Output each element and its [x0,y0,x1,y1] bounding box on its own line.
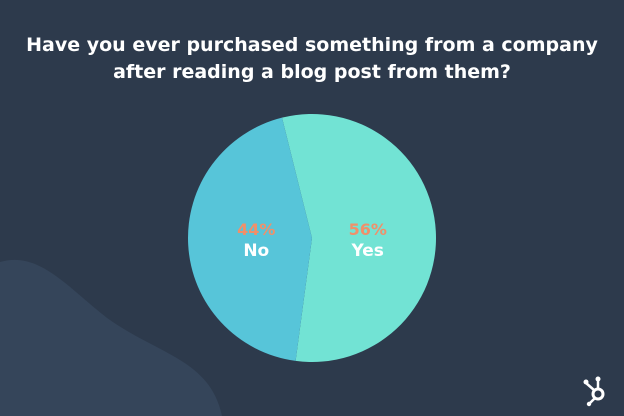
hubspot-sprocket-icon [583,376,605,407]
pie-slice-no [187,117,312,361]
pie-slice-yes [282,114,436,362]
slice-category-label: Yes [351,241,384,261]
slice-category-label: No [243,241,269,261]
slice-value-label: 56% [349,220,387,239]
slice-value-label: 44% [237,220,275,239]
chart-title: Have you ever purchased something from a… [26,34,598,83]
